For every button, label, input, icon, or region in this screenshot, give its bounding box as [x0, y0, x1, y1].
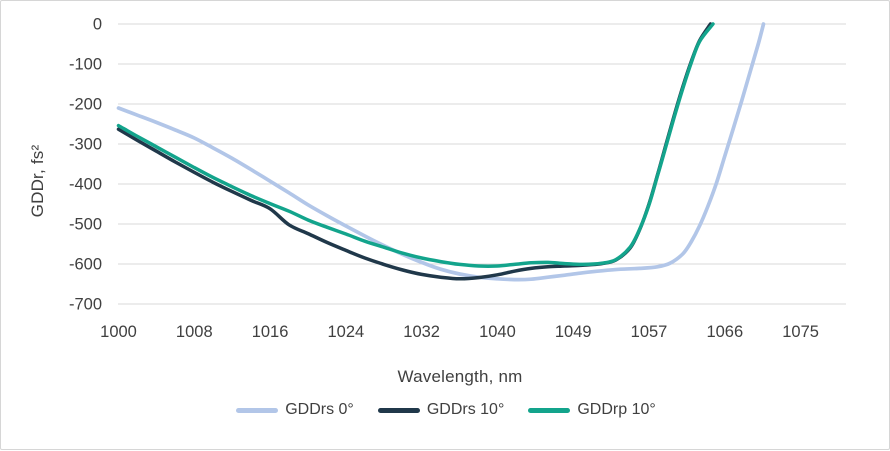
legend-item-gddrs-0: GDDrs 0° — [236, 401, 354, 419]
x-tick-label: 1040 — [479, 323, 516, 341]
y-tick-label: -600 — [69, 256, 102, 274]
x-tick-label: 1075 — [782, 323, 819, 341]
series-curve-0 — [116, 22, 766, 282]
x-axis-title: Wavelength, nm — [397, 367, 523, 386]
series-curve-1 — [116, 22, 713, 281]
y-tick-label: 0 — [93, 16, 102, 34]
x-tick-label: 1016 — [252, 323, 289, 341]
series-line-swatch — [377, 407, 420, 413]
y-tick-label: -400 — [69, 176, 102, 194]
legend-item-gddrp-10: GDDrp 10° — [528, 401, 656, 419]
legend-item-gddrs-10: GDDrs 10° — [377, 401, 505, 419]
series-line-swatch — [528, 407, 571, 413]
x-tick-label: 1024 — [328, 323, 365, 341]
legend: GDDrs 0° GDDrs 10° GDDrp 10° — [1, 401, 890, 419]
legend-label: GDDrs 0° — [285, 401, 354, 418]
y-tick-label: -700 — [69, 296, 102, 314]
legend-label: GDDrs 10° — [426, 401, 505, 418]
x-tick-label: 1008 — [176, 323, 213, 341]
x-tick-label: 1000 — [100, 323, 137, 341]
x-tick-label: 1032 — [403, 323, 440, 341]
x-tick-label: 1057 — [631, 323, 668, 341]
y-tick-label: -100 — [69, 56, 102, 74]
y-tick-label: -300 — [69, 136, 102, 154]
x-tick-label: 1049 — [555, 323, 592, 341]
y-tick-label: -500 — [69, 216, 102, 234]
x-tick-label: 1066 — [706, 323, 743, 341]
legend-label: GDDrp 10° — [577, 401, 656, 418]
series-line-swatch — [236, 407, 279, 413]
y-tick-label: -200 — [69, 96, 102, 114]
series-curve-2 — [116, 22, 715, 268]
